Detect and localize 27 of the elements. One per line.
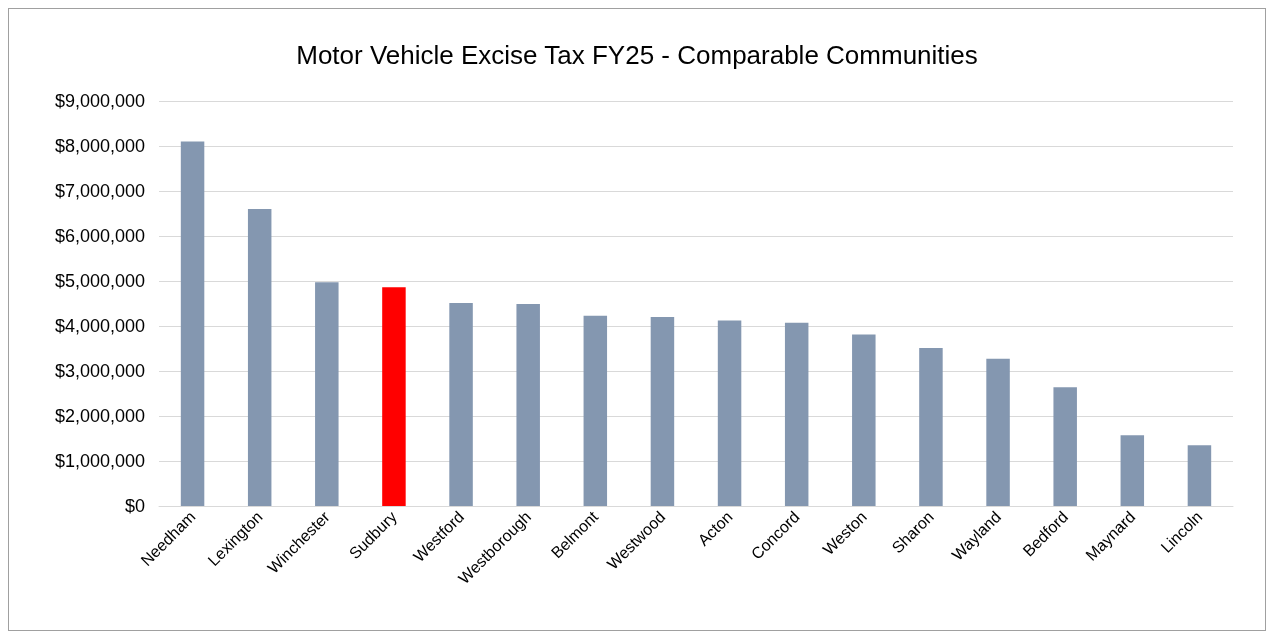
bar xyxy=(516,303,540,506)
bar xyxy=(717,320,742,506)
bar xyxy=(1053,387,1077,506)
bar xyxy=(583,315,608,506)
y-tick-label: $1,000,000 xyxy=(54,451,145,471)
bar xyxy=(784,322,809,506)
y-tick-label: $6,000,000 xyxy=(54,226,145,246)
bar xyxy=(180,141,205,506)
bar xyxy=(919,348,943,506)
bar xyxy=(1187,445,1212,506)
bar xyxy=(852,334,876,506)
y-tick-label: $9,000,000 xyxy=(54,91,145,111)
y-tick-label: $8,000,000 xyxy=(54,136,145,156)
y-tick-label: $5,000,000 xyxy=(54,271,145,291)
bar xyxy=(449,303,473,506)
y-tick-label: $7,000,000 xyxy=(54,181,145,201)
y-tick-label: $0 xyxy=(124,496,145,516)
bar xyxy=(247,209,272,506)
bar xyxy=(382,287,406,506)
y-tick-label: $2,000,000 xyxy=(54,406,145,426)
y-tick-label: $3,000,000 xyxy=(54,361,145,381)
bar xyxy=(315,282,339,506)
bar xyxy=(1120,435,1145,506)
chart-title: Motor Vehicle Excise Tax FY25 - Comparable Communities xyxy=(296,40,978,70)
y-tick-label: $4,000,000 xyxy=(54,316,145,336)
bar xyxy=(650,317,675,506)
bar xyxy=(986,358,1010,506)
